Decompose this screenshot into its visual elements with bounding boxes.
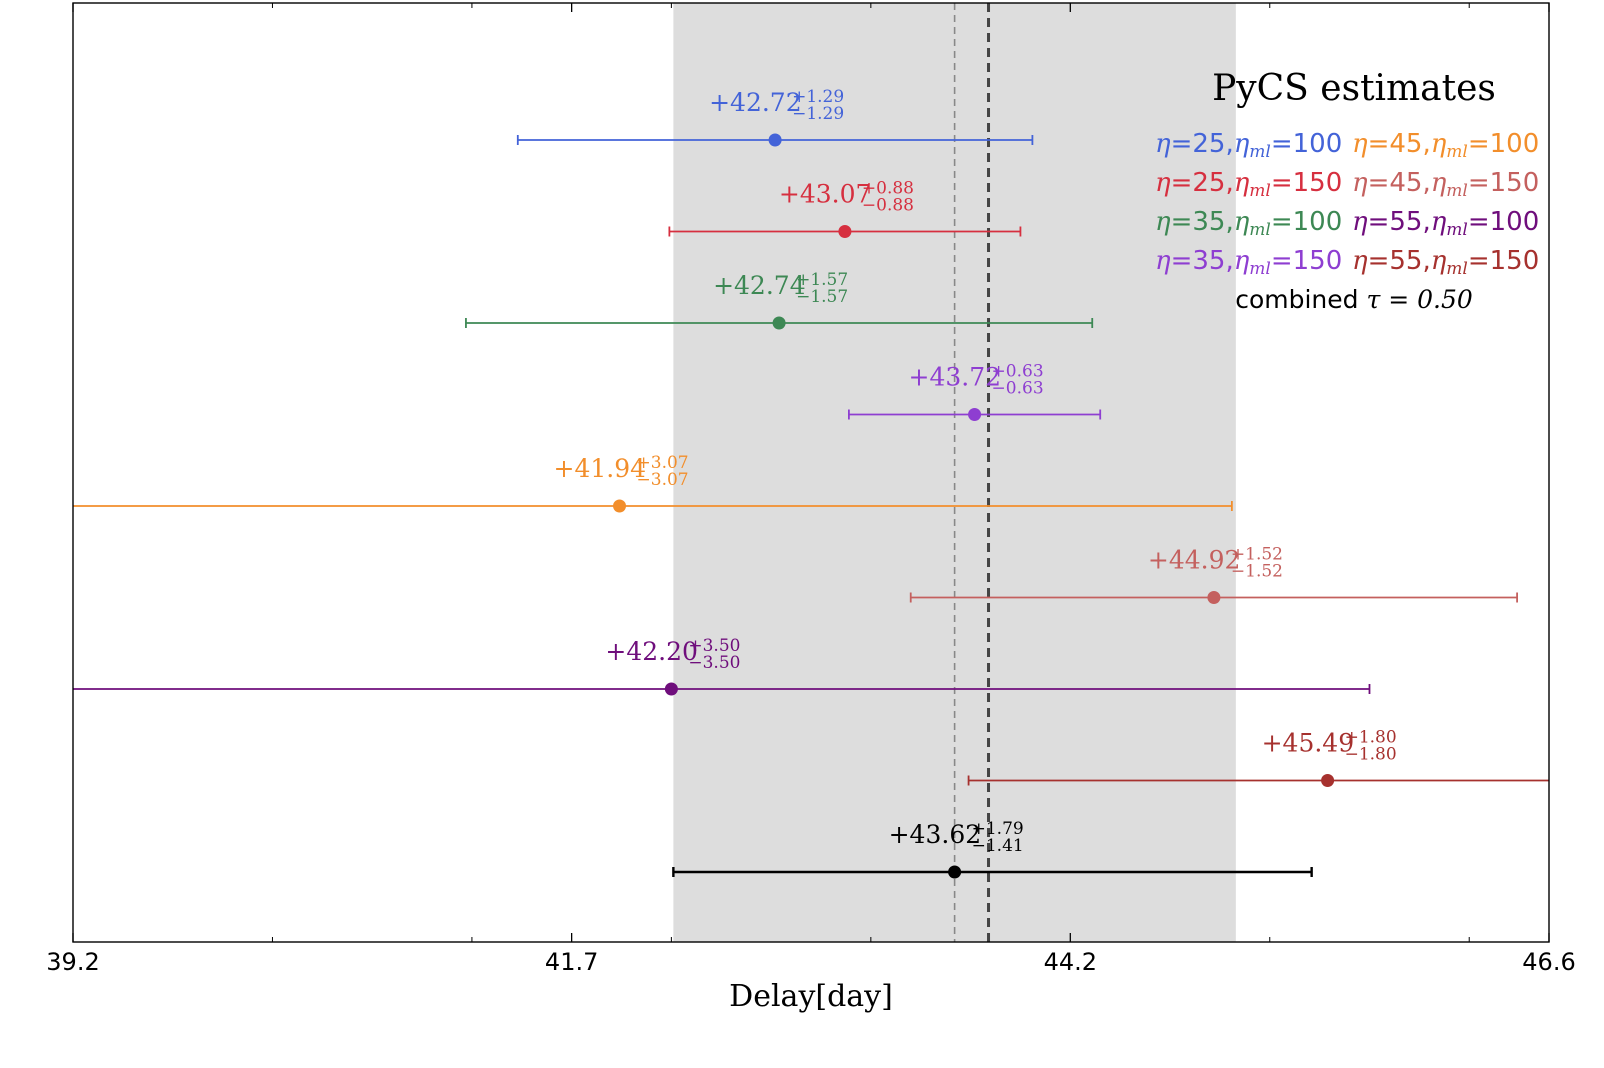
value-label: +43.72: [909, 363, 1002, 392]
data-point: [768, 133, 782, 147]
error-bar-item: +43.07+0.88−0.88: [668, 179, 1022, 238]
value-label: +42.20: [605, 637, 698, 666]
legend-combined: combined τ = 0.50: [1235, 285, 1473, 314]
legend-entry: η=55,ηml=150: [1352, 246, 1539, 279]
data-point: [613, 499, 627, 513]
error-plus-label: +1.29: [792, 87, 844, 107]
legend-entry: η=55,ηml=100: [1352, 207, 1539, 240]
error-bar-series: +42.72+1.29−1.29+43.07+0.88−0.88+42.74+1…: [73, 87, 1549, 879]
error-plus-label: +0.88: [862, 179, 914, 199]
error-minus-label: −1.41: [972, 836, 1024, 856]
data-point: [968, 408, 982, 421]
error-bar-item: +45.49+1.80−1.80: [967, 728, 1549, 787]
x-axis-label: Delay[day]: [729, 979, 893, 1014]
error-plus-label: +1.80: [1345, 728, 1397, 748]
error-minus-label: −1.52: [1231, 562, 1283, 582]
value-label: +41.94: [554, 454, 647, 483]
x-tick-label: 41.7: [545, 948, 598, 976]
error-minus-label: −1.57: [796, 287, 848, 307]
error-plus-label: +3.50: [688, 636, 740, 656]
data-point: [1321, 774, 1335, 787]
error-plus-label: +1.57: [796, 270, 848, 290]
error-plus-label: +1.52: [1231, 545, 1283, 565]
reference-lines: [953, 3, 991, 942]
value-label: +43.62: [889, 820, 982, 849]
x-tick-label: 46.6: [1522, 948, 1575, 976]
legend-entry: η=35,ηml=100: [1155, 207, 1342, 240]
data-point: [838, 225, 852, 238]
x-tick-label: 44.2: [1044, 948, 1097, 976]
error-minus-label: −1.80: [1345, 745, 1397, 765]
error-bar-item: +41.94+3.07−3.07: [73, 453, 1233, 513]
data-point: [1207, 591, 1221, 604]
error-minus-label: −0.63: [992, 379, 1044, 399]
error-bar-item: +43.72+0.63−0.63: [847, 362, 1102, 421]
data-point: [772, 316, 786, 330]
error-bar-item: +43.62+1.79−1.41: [672, 819, 1313, 879]
error-minus-label: −0.88: [862, 196, 914, 216]
error-minus-label: −3.07: [637, 470, 689, 490]
error-plus-label: +0.63: [992, 362, 1044, 382]
x-tick-label: 39.2: [46, 948, 99, 976]
legend-entry: η=25,ηml=150: [1155, 168, 1342, 201]
error-plus-label: +3.07: [637, 453, 689, 473]
error-minus-label: −3.50: [688, 653, 740, 673]
x-axis-ticks: 39.2 41.7 44.2 46.6: [46, 3, 1576, 976]
legend-entry: η=45,ηml=100: [1352, 129, 1539, 162]
error-bar-item: +42.74+1.57−1.57: [465, 270, 1094, 330]
value-label: +42.72: [709, 88, 802, 117]
legend-entry: η=45,ηml=150: [1352, 168, 1539, 201]
plot-frame: [72, 2, 1550, 943]
error-bar-item: +42.72+1.29−1.29: [516, 87, 1034, 147]
data-point: [948, 865, 962, 879]
legend-entry: η=35,ηml=150: [1155, 246, 1342, 279]
value-label: +42.74: [713, 271, 806, 300]
data-point: [664, 682, 678, 696]
value-label: +45.49: [1262, 729, 1355, 758]
legend: PyCS estimates η=25,ηml=100 η=45,ηml=100 η…: [1155, 68, 1539, 314]
error-bar: [672, 867, 1313, 877]
error-bar-item: +42.20+3.50−3.50: [73, 636, 1371, 696]
error-minus-label: −1.29: [792, 104, 844, 124]
value-label: +43.07: [779, 180, 872, 209]
error-bar-item: +44.92+1.52−1.52: [909, 545, 1518, 604]
legend-title: PyCS estimates: [1212, 68, 1496, 109]
value-label: +44.92: [1148, 546, 1241, 575]
legend-entry: η=25,ηml=100: [1155, 129, 1342, 162]
error-plus-label: +1.79: [972, 819, 1024, 839]
